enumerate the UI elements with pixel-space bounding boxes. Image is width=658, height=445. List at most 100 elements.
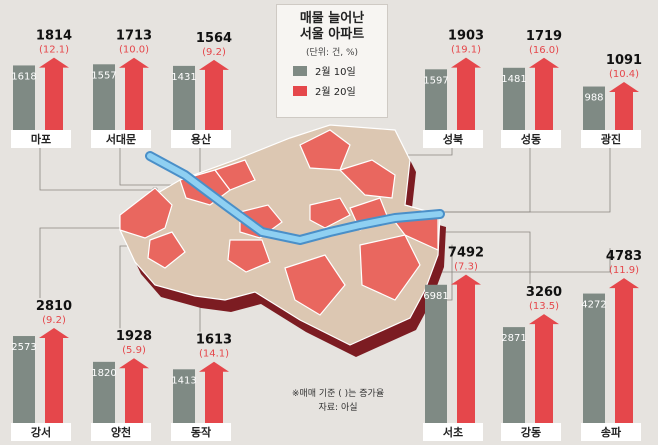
bar-feb10-songpa [583,293,605,423]
bar-feb10-yangcheon [93,361,115,423]
bar-feb10-mapo [13,65,35,130]
map-district-seongdong [309,197,351,229]
map-district-seongbuk [299,129,351,171]
bar-group-seongbuk: 성북 1597 1903(19.1) [423,29,484,148]
value-feb10-gangseo: 2573 [11,342,36,353]
bar-feb20-dongjak [199,361,229,423]
rate-seongdong: (16.0) [529,45,559,56]
bar-group-gwangjin: 광진 988 1091(10.4) [581,53,642,148]
district-label-mapo: 마포 [31,132,51,146]
bar-feb20-gangseo [39,328,69,423]
value-feb20-yongsan: 1564 [196,31,232,46]
seoul-map [119,124,446,357]
rate-seongbuk: (19.1) [451,45,481,56]
bar-feb20-seocho [451,274,481,423]
legend: 매물 늘어난 서울 아파트 (단위: 건, %) 2월 10일 2월 20일 [276,4,388,118]
district-label-box-songpa [581,423,641,441]
district-label-dongjak: 동작 [191,425,211,439]
bar-feb10-seodaemun [93,64,115,130]
legend-label-feb20: 2월 20일 [315,87,356,98]
source-note: ※매매 기준 ( )는 증가율 자료: 아실 [288,387,388,415]
district-label-box-seocho [423,423,483,441]
leader-line-gwangjin [368,148,611,213]
value-feb20-seongdong: 1719 [526,29,562,44]
district-label-box-dongjak [171,423,231,441]
value-feb10-yangcheon: 1820 [91,368,116,379]
bar-feb20-mapo [39,57,69,130]
legend-title-line1: 매물 늘어난 [299,11,365,26]
value-feb10-mapo: 1618 [11,71,36,82]
value-feb10-seongbuk: 1597 [423,75,448,86]
bar-feb20-gangdong [529,314,559,423]
district-label-box-yongsan [171,130,231,148]
legend-item-feb10: 2월 10일 [293,63,387,78]
district-label-gangdong: 강동 [521,425,541,439]
bar-feb10-gangdong [503,327,525,423]
value-feb10-seodaemun: 1557 [91,70,116,81]
rate-gangseo: (9.2) [42,315,66,326]
district-label-box-gangdong [501,423,561,441]
note-line2: 자료: 아실 [318,403,358,413]
map-district-east [338,159,396,199]
value-feb20-songpa: 4783 [606,249,642,264]
rate-gangdong: (13.5) [529,301,559,312]
rate-seodaemun: (10.0) [119,45,149,56]
district-label-seodaemun: 서대문 [106,132,136,146]
rate-yongsan: (9.2) [202,47,226,58]
rate-gwangjin: (10.4) [609,69,639,80]
district-label-box-seongdong [501,130,561,148]
leader-line-gangdong [425,231,531,285]
value-feb20-dongjak: 1613 [196,333,232,348]
bar-feb10-seongbuk [425,69,447,130]
bar-group-seocho: 서초 6981 7492(7.3) [423,246,484,441]
bar-group-mapo: 마포 1618 1814(12.1) [11,29,72,148]
district-label-gwangjin: 광진 [601,132,621,146]
value-feb10-seocho: 6981 [423,291,448,302]
value-feb20-gwangjin: 1091 [606,53,642,68]
district-label-seocho: 서초 [443,425,463,439]
value-feb10-yongsan: 1431 [171,72,196,83]
district-label-seongbuk: 성북 [443,132,463,146]
rate-mapo: (12.1) [39,45,69,56]
district-label-yongsan: 용산 [191,132,211,146]
bar-feb10-gwangjin [583,86,605,130]
district-label-box-gwangjin [581,130,641,148]
bar-feb10-yongsan [173,65,195,130]
district-label-songpa: 송파 [601,425,622,439]
bar-feb20-seodaemun [119,57,149,131]
leader-line-gangseo [39,227,145,299]
bar-group-seodaemun: 서대문 1557 1713(10.0) [91,29,152,148]
bar-feb10-seocho [425,284,447,423]
bar-feb20-yangcheon [119,358,149,423]
rate-seocho: (7.3) [454,262,478,273]
rate-dongjak: (14.1) [199,349,229,360]
district-label-box-gangseo [11,423,71,441]
value-feb20-seodaemun: 1713 [116,29,152,44]
value-feb20-gangseo: 2810 [36,299,72,314]
bar-feb20-yongsan [199,59,229,130]
bar-feb20-seongdong [529,57,559,130]
bar-group-dongjak: 동작 1413 1613(14.1) [171,333,232,441]
bar-group-gangdong: 강동 2871 3260(13.5) [501,285,562,441]
district-label-box-mapo [11,130,71,148]
value-feb10-gangdong: 2871 [501,333,526,344]
district-label-seongdong: 성동 [521,132,541,146]
bar-feb10-dongjak [173,369,195,423]
bar-feb20-seongbuk [451,57,481,130]
value-feb10-songpa: 4272 [581,300,606,311]
district-label-box-yangcheon [91,423,151,441]
map-district-gangseo [119,187,173,239]
legend-unit: (단위: 건, %) [305,48,359,58]
bar-group-gangseo: 강서 2573 2810(9.2) [11,299,72,441]
bar-group-songpa: 송파 4272 4783(11.9) [581,249,642,441]
map-district-yangcheon [147,231,186,269]
value-feb20-seongbuk: 1903 [448,29,484,44]
district-label-box-seodaemun [91,130,151,148]
district-label-yangcheon: 양천 [111,425,131,439]
rate-yangcheon: (5.9) [122,345,146,356]
value-feb10-gwangjin: 988 [584,93,603,104]
bar-feb20-gwangjin [609,81,639,130]
bar-group-seongdong: 성동 1481 1719(16.0) [501,29,562,148]
district-label-gangseo: 강서 [31,425,51,439]
value-feb20-mapo: 1814 [36,29,72,44]
